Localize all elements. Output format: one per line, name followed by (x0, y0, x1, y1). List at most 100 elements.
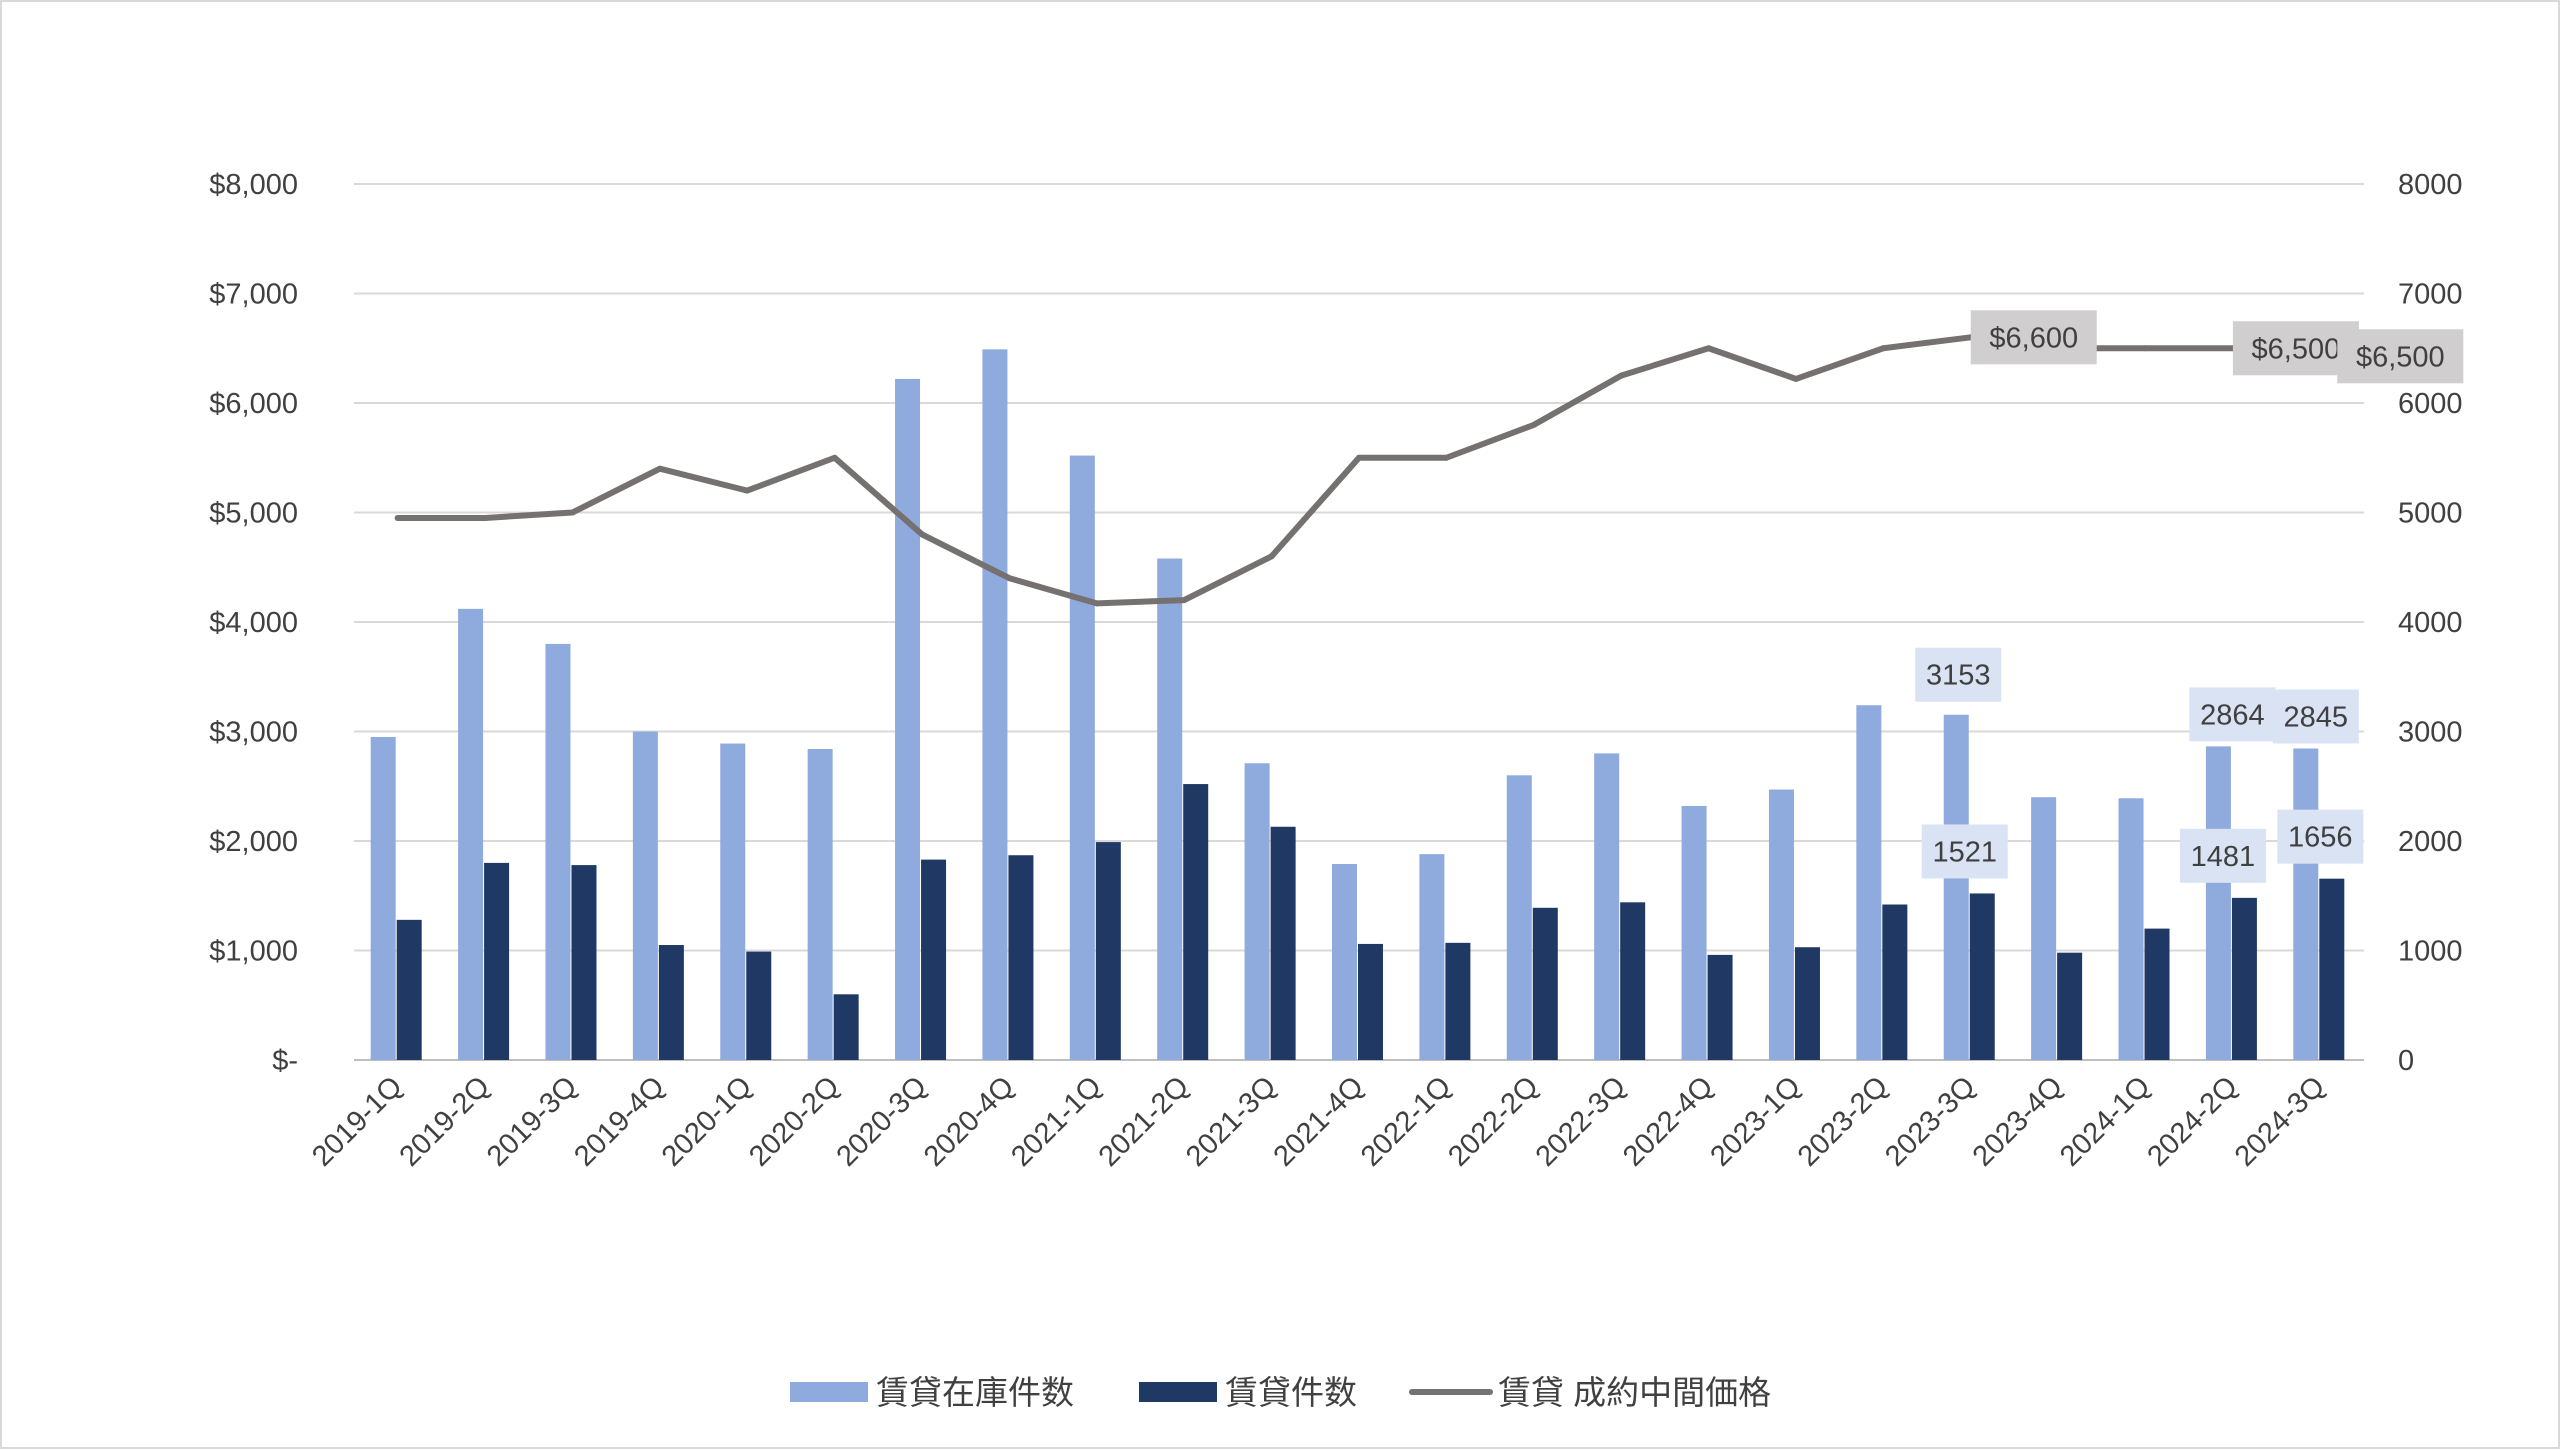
x-tick-label: 2020-3Q (831, 1070, 933, 1172)
bar-rentals (2057, 952, 2083, 1060)
line-series (394, 334, 2324, 607)
right-tick-label: 4000 (2398, 607, 2463, 639)
bar-rentals (2144, 928, 2170, 1060)
bar-inventory (1768, 789, 1794, 1060)
line-point (744, 487, 751, 494)
line-point (569, 509, 576, 516)
bar-rentals (1358, 943, 1383, 1060)
data-label-price: $6,600 (1989, 322, 2078, 354)
bars (370, 349, 2345, 1061)
legend-rentals-label: 賃貸件数 (1225, 1374, 1357, 1411)
data-label-inventory-box (2272, 689, 2359, 744)
right-tick-label: 6000 (2398, 388, 2463, 420)
data-label-price-box (1970, 310, 2097, 365)
x-tick-label: 2022-2Q (1442, 1070, 1544, 1172)
bar-rentals (2231, 897, 2257, 1060)
left-tick-label: $1,000 (209, 936, 298, 968)
right-tick-label: 5000 (2398, 498, 2463, 530)
line-point (1792, 375, 1799, 382)
line-point (1268, 553, 1275, 560)
bar-rentals (658, 945, 684, 1060)
bar-rentals (2319, 878, 2345, 1060)
bar-inventory (2031, 797, 2057, 1060)
line-point (1181, 597, 1188, 604)
bar-inventory (1332, 863, 1357, 1060)
x-tick-label: 2019-2Q (394, 1070, 496, 1172)
data-label-rentals: 1521 (1932, 836, 1997, 868)
left-tick-label: $3,000 (209, 717, 298, 749)
bar-inventory (1594, 753, 1620, 1060)
line-median-price (394, 334, 2324, 607)
line-point (1705, 345, 1712, 352)
bar-rentals (1008, 855, 1034, 1060)
data-label-rentals-box (1921, 824, 2008, 879)
right-tick-label: 3000 (2398, 717, 2463, 749)
x-tick-label: 2024-2Q (2141, 1070, 2243, 1172)
bar-rentals (1620, 902, 1646, 1060)
line-point (1093, 600, 1100, 607)
line-point (1356, 454, 1362, 461)
bar-inventory (1856, 705, 1882, 1060)
right-tick-label: 1000 (2398, 936, 2463, 968)
bar-inventory (807, 749, 833, 1060)
bar-rentals (1183, 784, 1209, 1060)
line-point (2142, 345, 2149, 352)
bar-inventory (545, 643, 571, 1060)
left-tick-label: $8,000 (209, 169, 298, 201)
data-label-inventory: 2864 (2200, 699, 2265, 731)
x-tick-label: 2020-1Q (656, 1070, 758, 1172)
right-tick-label: 0 (2398, 1045, 2414, 1077)
line-point (1006, 575, 1013, 582)
data-label-price: $6,500 (2252, 333, 2341, 365)
bar-inventory (895, 378, 921, 1060)
data-label-inventory-box (2189, 687, 2276, 742)
bar-rentals (1095, 842, 1121, 1060)
data-labels: 3153 2864 2845 1521 1481 1656 $6,600 $6,500 $6,5… (1915, 310, 2464, 883)
left-axis: $- $1,000 $2,000 $3,000 $4,000 $5,000 $6,000 $7… (209, 169, 298, 1077)
bar-rentals (396, 919, 422, 1060)
bar-inventory (1943, 714, 1969, 1060)
x-tick-label: 2019-3Q (481, 1070, 583, 1172)
bar-rentals (1270, 826, 1296, 1060)
bar-rentals (921, 859, 947, 1060)
x-tick-label: 2024-1Q (2054, 1070, 2156, 1172)
data-label-inventory-box (1915, 647, 2002, 702)
line-point (656, 465, 663, 472)
x-tick-label: 2022-1Q (1355, 1070, 1457, 1172)
data-label-inventory: 3153 (1926, 660, 1991, 692)
right-tick-label: 7000 (2398, 279, 2463, 311)
bar-inventory (2205, 746, 2231, 1060)
bar-inventory (1419, 854, 1445, 1060)
x-tick-label: 2021-1Q (1005, 1070, 1107, 1172)
bar-rentals (1882, 904, 1908, 1060)
x-tick-label: 2021-3Q (1180, 1070, 1282, 1172)
legend-rentals-swatch (1139, 1382, 1217, 1402)
left-tick-label: $- (272, 1045, 298, 1077)
x-tick-label: 2021-4Q (1268, 1070, 1370, 1172)
bar-rentals (746, 951, 772, 1060)
data-label-rentals-box (2179, 828, 2266, 883)
left-tick-label: $6,000 (209, 388, 298, 420)
bar-rentals (484, 862, 510, 1060)
line-point (394, 514, 401, 521)
x-tick-label: 2020-4Q (918, 1070, 1020, 1172)
bar-inventory (1681, 805, 1707, 1060)
x-tick-label: 2023-1Q (1704, 1070, 1806, 1172)
line-point (482, 514, 489, 521)
bar-inventory (1506, 775, 1532, 1060)
x-tick-label: 2024-3Q (2229, 1070, 2331, 1172)
x-tick-label: 2020-2Q (743, 1070, 845, 1172)
x-tick-label: 2019-4Q (568, 1070, 670, 1172)
bar-rentals (1707, 954, 1733, 1060)
bar-rentals (1532, 907, 1558, 1060)
bar-rentals (833, 994, 859, 1060)
data-label-inventory: 2845 (2284, 701, 2349, 733)
x-tick-label: 2022-3Q (1530, 1070, 1632, 1172)
x-axis: 2019-1Q2019-2Q2019-3Q2019-4Q2020-1Q2020-… (306, 1070, 2331, 1172)
data-label-rentals: 1656 (2288, 822, 2353, 854)
bar-rentals (571, 865, 597, 1060)
line-point (919, 531, 926, 538)
left-tick-label: $7,000 (209, 279, 298, 311)
